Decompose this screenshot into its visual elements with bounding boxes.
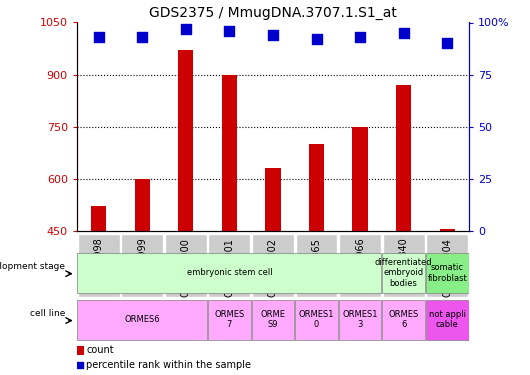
- Text: not appli
cable: not appli cable: [429, 310, 466, 329]
- Bar: [266, 168, 280, 231]
- Text: GSM100001: GSM100001: [224, 238, 234, 297]
- Text: cell line: cell line: [30, 309, 65, 318]
- Bar: [165, 234, 207, 297]
- Bar: [135, 178, 150, 231]
- Bar: [91, 206, 106, 231]
- Point: [138, 34, 146, 40]
- Text: GSM99840: GSM99840: [399, 238, 409, 291]
- Text: differentiated
embryoid
bodies: differentiated embryoid bodies: [375, 258, 432, 288]
- Bar: [77, 346, 84, 355]
- Text: GSM99999: GSM99999: [137, 238, 147, 291]
- Text: GSM99966: GSM99966: [355, 238, 365, 291]
- Bar: [382, 253, 425, 292]
- Text: ORMES1
3: ORMES1 3: [342, 310, 378, 329]
- Bar: [208, 300, 251, 339]
- Text: development stage: development stage: [0, 262, 65, 271]
- Point: [94, 34, 103, 40]
- Bar: [352, 126, 368, 231]
- Text: ORMES1
0: ORMES1 0: [299, 310, 334, 329]
- Bar: [296, 234, 338, 297]
- Bar: [208, 234, 250, 297]
- Bar: [339, 300, 382, 339]
- Text: ORME
S9: ORME S9: [260, 310, 286, 329]
- Bar: [440, 229, 455, 231]
- Bar: [178, 50, 193, 231]
- Bar: [396, 85, 411, 231]
- Point: [356, 34, 364, 40]
- Point: [443, 40, 452, 46]
- Bar: [295, 300, 338, 339]
- Text: ORMES
7: ORMES 7: [214, 310, 244, 329]
- Bar: [426, 253, 469, 292]
- Text: GSM100000: GSM100000: [181, 238, 191, 297]
- Title: GDS2375 / MmugDNA.3707.1.S1_at: GDS2375 / MmugDNA.3707.1.S1_at: [149, 6, 397, 20]
- Text: count: count: [86, 345, 114, 355]
- Bar: [77, 300, 207, 339]
- Text: GSM100004: GSM100004: [442, 238, 452, 297]
- Bar: [77, 253, 382, 292]
- Bar: [252, 300, 294, 339]
- Text: percentile rank within the sample: percentile rank within the sample: [86, 360, 251, 370]
- Bar: [383, 234, 425, 297]
- Text: GSM99965: GSM99965: [312, 238, 322, 291]
- Text: GSM99998: GSM99998: [94, 238, 104, 291]
- Point: [225, 28, 234, 34]
- Bar: [426, 234, 468, 297]
- Point: [312, 36, 321, 42]
- Text: ORMES6: ORMES6: [125, 315, 160, 324]
- Point: [269, 32, 277, 38]
- Bar: [309, 144, 324, 231]
- Bar: [339, 234, 381, 297]
- Text: somatic
fibroblast: somatic fibroblast: [427, 263, 467, 282]
- Text: embryonic stem cell: embryonic stem cell: [187, 268, 272, 278]
- Point: [76, 362, 84, 368]
- Text: ORMES
6: ORMES 6: [388, 310, 419, 329]
- Bar: [121, 234, 163, 297]
- Point: [182, 26, 190, 32]
- Bar: [78, 234, 120, 297]
- Bar: [426, 300, 469, 339]
- Text: GSM100002: GSM100002: [268, 238, 278, 297]
- Bar: [222, 75, 237, 231]
- Bar: [382, 300, 425, 339]
- Point: [400, 30, 408, 36]
- Bar: [252, 234, 294, 297]
